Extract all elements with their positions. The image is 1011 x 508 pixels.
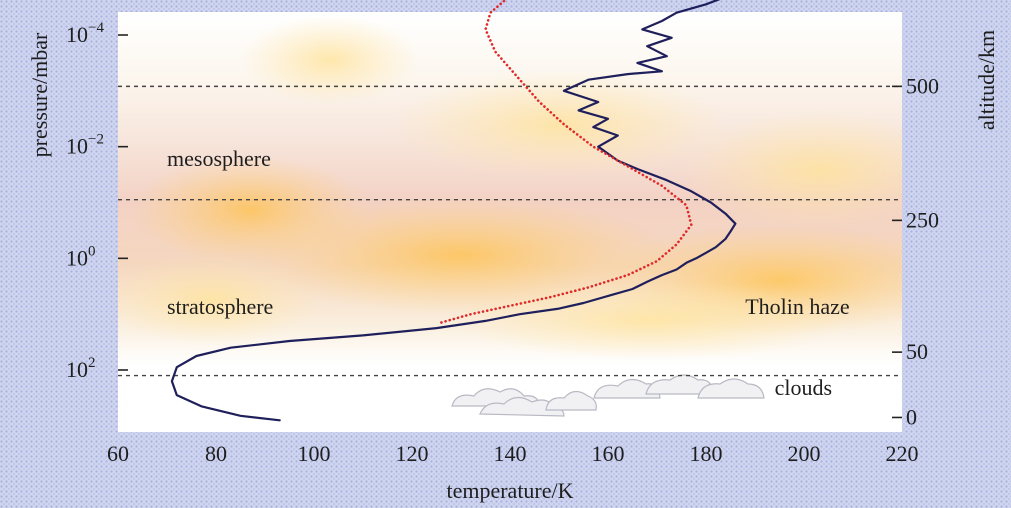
y-axis: 10−4 10−2 100 102 [66,20,128,382]
region-label: Tholin haze [745,294,849,319]
y-tick-label: 10−2 [66,132,104,159]
cloud-shape [697,378,765,399]
region-label: stratosphere [167,294,273,319]
x-tick-label: 200 [788,441,821,466]
x-axis-title: temperature/K [446,478,573,503]
series-line-solid [170,0,737,422]
region-labels: mesosphere stratosphere Tholin haze clouds [167,146,850,400]
x-tick-label: 60 [107,441,129,466]
x-tick-label: 180 [690,441,723,466]
x-tick-label: 80 [205,441,227,466]
y-tick-label: 10−4 [66,20,104,47]
haze-glow [390,70,730,180]
x-axis: 60 80 100 120 140 160 180 200 220 [107,441,919,466]
plot-area [118,12,902,432]
y-tick-label: 102 [66,355,96,382]
region-label: clouds [775,375,832,400]
region-label: mesosphere [167,146,271,171]
series-layer [170,0,737,422]
haze-glow [240,15,420,105]
series-line-dotted [440,0,693,324]
altitude-tick-label: 50 [906,339,928,364]
x-tick-label: 140 [494,441,527,466]
haze-glow [118,255,320,345]
x-tick-label: 220 [886,441,919,466]
x-tick-label: 120 [396,441,429,466]
x-tick-label: 160 [592,441,625,466]
clouds-illustration [451,374,765,417]
y-tick-label: 100 [66,243,96,270]
altitude-tick-label: 250 [906,207,939,232]
cloud-shape [545,390,597,411]
y-axis-title: pressure/mbar [27,32,52,157]
y2-axis-title: altitude/km [974,30,999,130]
x-tick-label: 100 [298,441,331,466]
altitude-tick-label: 0 [906,404,917,429]
haze-glow [450,280,850,360]
dashed-levels [118,85,902,377]
altitude-tick-label: 500 [906,73,939,98]
